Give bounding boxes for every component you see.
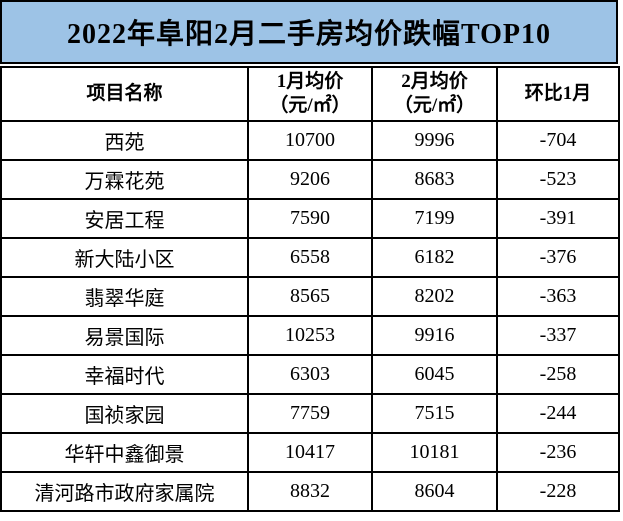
cell-project-name: 万霖花苑: [0, 159, 249, 200]
cell-jan-price: 8565: [247, 276, 373, 317]
cell-jan-price: 10700: [247, 120, 373, 161]
price-decline-table: 项目名称 1月均价 （元/㎡） 2月均价 （元/㎡） 环比1月 西: [0, 66, 620, 512]
cell-jan-price: 8832: [247, 471, 373, 512]
cell-jan-price: 7590: [247, 198, 373, 239]
cell-project-name: 易景国际: [0, 315, 249, 356]
header-row: 项目名称 1月均价 （元/㎡） 2月均价 （元/㎡） 环比1月: [0, 66, 620, 122]
header-line: 2月均价: [401, 71, 468, 93]
header-mom-change: 环比1月: [496, 66, 620, 122]
cell-project-name: 国祯家园: [0, 393, 249, 434]
cell-feb-price: 7199: [371, 198, 498, 239]
cell-feb-price: 8683: [371, 159, 498, 200]
cell-jan-price: 9206: [247, 159, 373, 200]
table-row: 易景国际 10253 9916 -337: [0, 315, 620, 356]
table-row: 安居工程 7590 7199 -391: [0, 198, 620, 239]
cell-feb-price: 9916: [371, 315, 498, 356]
header-line: 1月均价: [276, 71, 344, 93]
cell-mom-change: -236: [496, 432, 620, 473]
cell-feb-price: 8202: [371, 276, 498, 317]
header-line: （元/㎡）: [393, 95, 476, 116]
cell-feb-price: 6045: [371, 354, 498, 395]
cell-feb-price: 8604: [371, 471, 498, 512]
table-row: 翡翠华庭 8565 8202 -363: [0, 276, 620, 317]
cell-mom-change: -391: [496, 198, 620, 239]
cell-project-name: 翡翠华庭: [0, 276, 249, 317]
cell-jan-price: 10417: [247, 432, 373, 473]
cell-mom-change: -376: [496, 237, 620, 278]
table-row: 西苑 10700 9996 -704: [0, 120, 620, 161]
cell-project-name: 新大陆小区: [0, 237, 249, 278]
cell-feb-price: 7515: [371, 393, 498, 434]
cell-project-name: 清河路市政府家属院: [0, 471, 249, 512]
header-feb-price: 2月均价 （元/㎡）: [371, 66, 498, 122]
cell-project-name: 华轩中鑫御景: [0, 432, 249, 473]
header-jan-price: 1月均价 （元/㎡）: [247, 66, 373, 122]
cell-mom-change: -337: [496, 315, 620, 356]
cell-mom-change: -228: [496, 471, 620, 512]
table-body: 西苑 10700 9996 -704 万霖花苑 9206 8683 -523 安…: [0, 120, 620, 512]
header-line: 环比1月: [524, 83, 592, 105]
table-row: 华轩中鑫御景 10417 10181 -236: [0, 432, 620, 473]
cell-mom-change: -363: [496, 276, 620, 317]
table-row: 新大陆小区 6558 6182 -376: [0, 237, 620, 278]
cell-jan-price: 6303: [247, 354, 373, 395]
cell-jan-price: 7759: [247, 393, 373, 434]
table-row: 国祯家园 7759 7515 -244: [0, 393, 620, 434]
cell-project-name: 安居工程: [0, 198, 249, 239]
header-project-name: 项目名称: [0, 66, 249, 122]
cell-feb-price: 9996: [371, 120, 498, 161]
table-row: 万霖花苑 9206 8683 -523: [0, 159, 620, 200]
table-header: 项目名称 1月均价 （元/㎡） 2月均价 （元/㎡） 环比1月: [0, 66, 620, 122]
table-title-text: 2022年阜阳2月二手房均价跌幅TOP10: [66, 19, 552, 50]
header-line: （元/㎡）: [269, 95, 351, 116]
table-row: 清河路市政府家属院 8832 8604 -228: [0, 471, 620, 512]
cell-feb-price: 10181: [371, 432, 498, 473]
cell-mom-change: -523: [496, 159, 620, 200]
table-row: 幸福时代 6303 6045 -258: [0, 354, 620, 395]
cell-project-name: 西苑: [0, 120, 249, 161]
cell-jan-price: 10253: [247, 315, 373, 356]
cell-mom-change: -704: [496, 120, 620, 161]
header-line: 项目名称: [86, 83, 163, 105]
cell-mom-change: -244: [496, 393, 620, 434]
table-title: 2022年阜阳2月二手房均价跌幅TOP10: [0, 0, 618, 64]
cell-project-name: 幸福时代: [0, 354, 249, 395]
cell-jan-price: 6558: [247, 237, 373, 278]
cell-mom-change: -258: [496, 354, 620, 395]
cell-feb-price: 6182: [371, 237, 498, 278]
